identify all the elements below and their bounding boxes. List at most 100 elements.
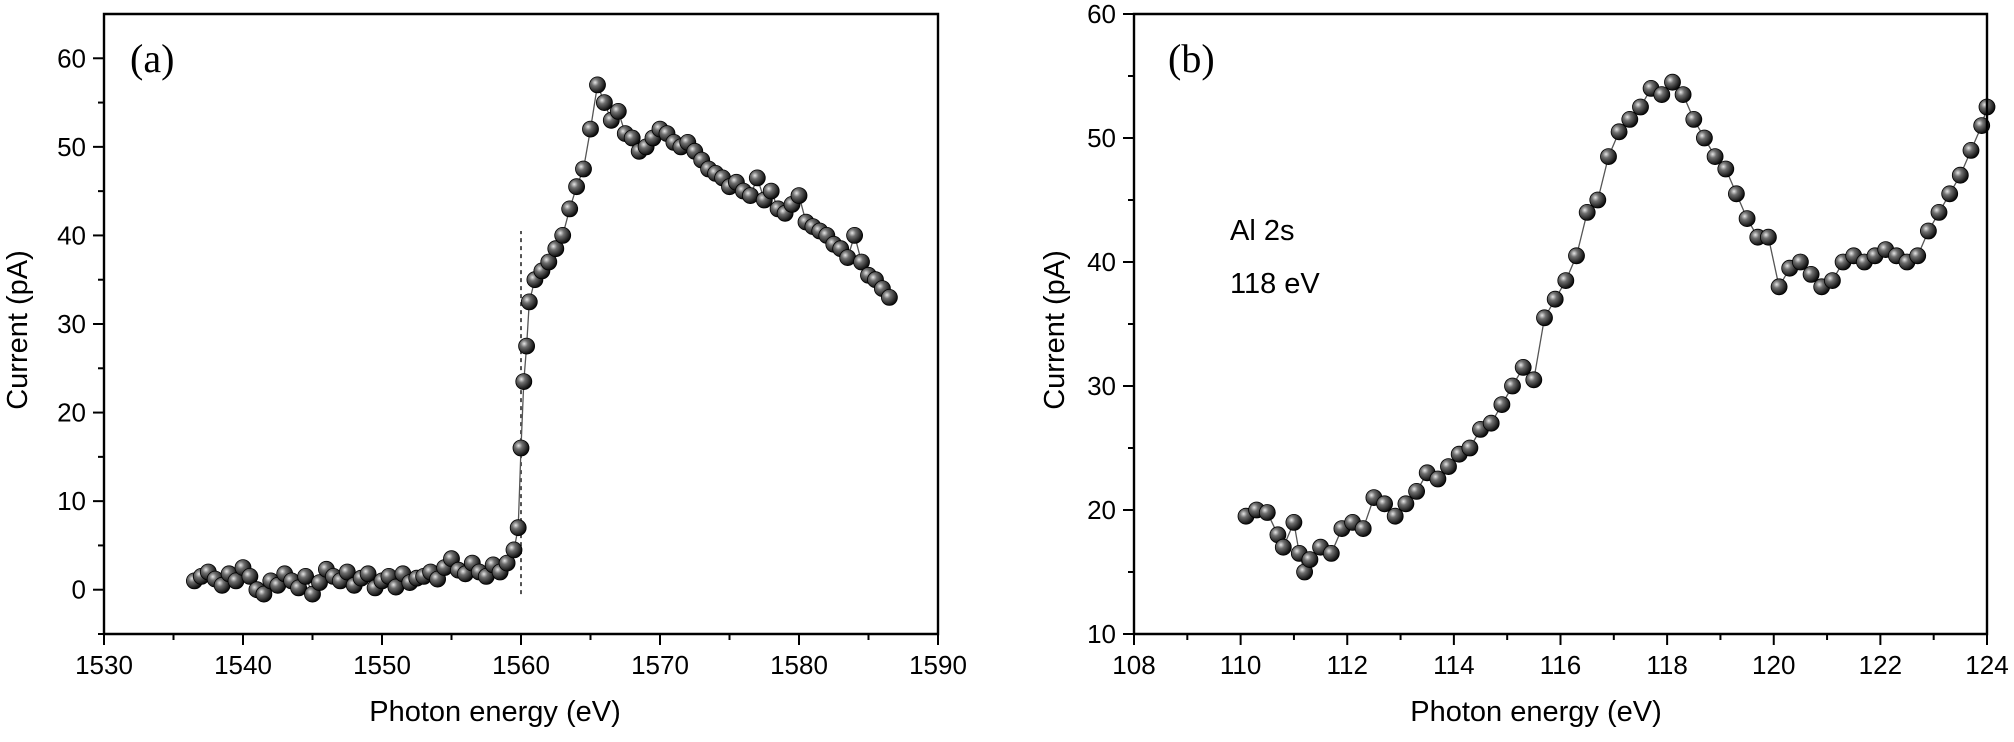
data-point — [359, 565, 377, 583]
data-point — [520, 293, 538, 311]
data-point — [1706, 148, 1724, 166]
data-point — [498, 554, 516, 572]
data-point — [1824, 272, 1841, 290]
x-tick-label: 1550 — [353, 650, 411, 680]
data-point — [623, 129, 641, 147]
x-tick-label: 114 — [1433, 650, 1474, 680]
y-tick-label: 60 — [1087, 0, 1116, 29]
data-point — [846, 226, 863, 244]
data-point — [1301, 551, 1319, 568]
data-point — [1482, 414, 1500, 432]
data-point — [311, 574, 328, 591]
data-point — [1962, 141, 1980, 159]
data-point — [509, 519, 527, 537]
x-tick-label: 1590 — [909, 650, 967, 680]
data-point — [1493, 396, 1511, 414]
y-tick-label: 20 — [1087, 495, 1116, 525]
data-point — [1685, 111, 1703, 128]
data-point — [575, 160, 592, 178]
data-point — [582, 120, 599, 138]
data-point — [1738, 210, 1756, 228]
data-point — [1408, 482, 1425, 500]
data-point — [297, 568, 315, 585]
y-tick-label: 0 — [72, 575, 86, 605]
data-point — [505, 541, 523, 559]
x-tick-label: 110 — [1220, 650, 1261, 680]
x-tick-label: 118 — [1646, 650, 1687, 680]
data-point — [1578, 203, 1596, 221]
data-point — [1664, 73, 1681, 91]
data-point — [1514, 358, 1532, 376]
data-point — [1376, 495, 1393, 513]
data-point — [1546, 290, 1564, 308]
data-point — [1941, 185, 1959, 203]
data-point — [596, 94, 613, 111]
data-point — [1920, 222, 1937, 240]
data-point — [1285, 514, 1303, 531]
x-tick-label: 124 — [1965, 650, 2008, 680]
y-tick-label: 50 — [57, 132, 86, 162]
ticks-a: 1530 1540 1550 1560 1570 1580 1590 0 10 20 30 40 50 6… — [57, 43, 967, 680]
y-axis-title-b: Current (pA) — [1039, 250, 1071, 410]
y-tick-label: 40 — [1087, 247, 1116, 277]
data-point — [1274, 538, 1292, 556]
data-point — [790, 187, 808, 205]
data-point — [609, 103, 627, 120]
annotation-line-2: 118 eV — [1230, 268, 1320, 300]
data-point — [1674, 86, 1692, 103]
data-point — [568, 178, 585, 196]
x-tick-label: 112 — [1327, 650, 1368, 680]
chart-panel-b: 108 110 112 114 116 118 120 122 124102030405060 … — [1039, 0, 2009, 728]
data-point — [1792, 253, 1809, 271]
data-point — [255, 585, 273, 603]
x-tick-label: 122 — [1859, 650, 1902, 680]
data-point — [1525, 371, 1543, 389]
data-point — [540, 253, 558, 271]
data-point — [1760, 228, 1777, 246]
annotation-line-1: Al 2s — [1230, 215, 1294, 247]
data-point — [1461, 439, 1479, 457]
data-point — [1909, 247, 1927, 265]
data-point — [1397, 495, 1415, 513]
data-point — [1440, 458, 1457, 476]
series-a — [185, 76, 898, 603]
data-point — [561, 200, 579, 218]
series-line — [194, 82, 890, 596]
data-point — [1354, 520, 1372, 537]
data-point — [853, 253, 870, 271]
data-point — [1951, 166, 1969, 184]
data-point — [589, 76, 606, 94]
data-point — [1568, 247, 1585, 265]
x-tick-label: 1570 — [631, 650, 689, 680]
data-point — [762, 182, 780, 200]
data-point — [1386, 507, 1404, 525]
y-tick-label: 10 — [1087, 619, 1116, 649]
data-point — [515, 373, 533, 391]
x-tick-label: 1540 — [214, 650, 272, 680]
y-tick-label: 50 — [1087, 123, 1116, 153]
data-point — [1536, 309, 1553, 327]
data-point — [1930, 203, 1948, 221]
y-axis-title-a: Current (pA) — [2, 250, 34, 410]
data-point — [241, 568, 259, 585]
data-point — [1728, 185, 1745, 203]
data-point — [554, 226, 572, 244]
data-point — [1632, 98, 1649, 116]
data-point — [881, 288, 898, 306]
data-point — [518, 337, 535, 355]
y-tick-label: 20 — [57, 398, 86, 428]
x-axis-title-b: Photon energy (eV) — [1410, 696, 1661, 728]
data-point — [1429, 470, 1447, 488]
x-tick-label: 1560 — [492, 650, 550, 680]
y-tick-label: 30 — [1087, 371, 1116, 401]
data-point — [1322, 545, 1340, 562]
data-point — [1504, 377, 1521, 395]
panel-label-b: (b) — [1168, 36, 1215, 81]
x-tick-label: 108 — [1112, 650, 1155, 680]
data-point — [338, 563, 356, 581]
x-tick-label: 1580 — [770, 650, 828, 680]
data-point — [1600, 148, 1617, 166]
y-tick-label: 10 — [57, 486, 86, 516]
data-point — [1973, 117, 1991, 134]
